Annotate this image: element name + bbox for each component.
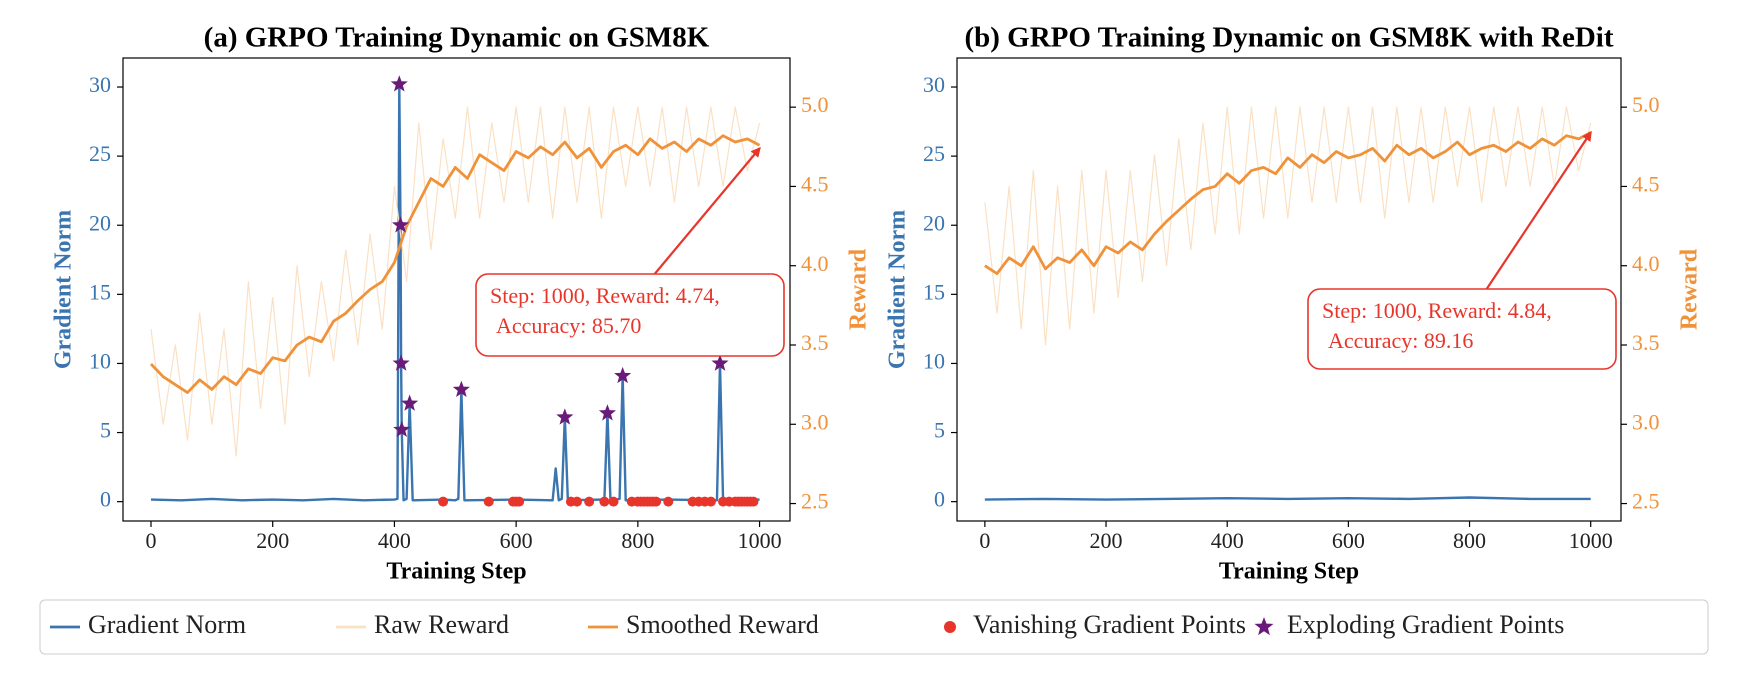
y-tick-label: 25 <box>89 141 111 166</box>
y-tick-label: 10 <box>89 348 111 373</box>
vanishing-point <box>599 496 610 507</box>
y2-tick-label: 3.5 <box>801 330 829 355</box>
y-tick-label: 20 <box>89 210 111 235</box>
plot-area <box>984 106 1592 501</box>
x-tick-label: 1000 <box>1569 528 1613 553</box>
exploding-point <box>393 420 411 438</box>
exploding-point <box>392 354 410 371</box>
x-tick-label: 200 <box>1090 528 1123 553</box>
y-tick-label: 15 <box>89 279 111 304</box>
vanishing-point <box>705 496 716 507</box>
plot-area <box>149 83 761 502</box>
exploding-point <box>390 75 408 92</box>
vanishing-point <box>514 496 525 507</box>
exploding-point <box>401 394 419 411</box>
y2-tick-label: 2.5 <box>801 489 829 514</box>
series-line <box>150 106 761 457</box>
vanishing-point <box>584 496 595 507</box>
x-axis-label: Training Step <box>1219 559 1359 585</box>
exploding-point <box>614 366 632 384</box>
legend-label: Smoothed Reward <box>626 610 819 639</box>
vanishing-point <box>571 496 582 507</box>
legend-label: Raw Reward <box>374 610 509 639</box>
plot-frame <box>122 57 791 522</box>
x-tick-label: 400 <box>1211 528 1244 553</box>
y-tick-label: 0 <box>100 487 111 512</box>
y2-tick-label: 5.0 <box>801 92 829 117</box>
y-tick-label: 15 <box>923 279 945 304</box>
annotation-text: Step: 1000, Reward: 4.84, <box>1322 298 1552 323</box>
x-tick-label: 1000 <box>738 528 782 553</box>
y2-tick-label: 4.0 <box>801 251 829 276</box>
series-line <box>150 83 760 502</box>
y-axis-label: Gradient Norm <box>885 210 911 369</box>
y2-tick-label: 5.0 <box>1632 92 1660 117</box>
exploding-point <box>556 408 574 425</box>
annotation-arrow <box>1485 130 1592 290</box>
y2-tick-label: 4.5 <box>1632 171 1660 196</box>
legend-label: Gradient Norm <box>88 610 246 639</box>
legend-marker <box>944 621 956 633</box>
exploding-point <box>711 354 729 371</box>
y-tick-label: 20 <box>923 210 945 235</box>
annotation-text: Step: 1000, Reward: 4.74, <box>490 283 720 308</box>
y-tick-label: 30 <box>89 72 111 97</box>
y2-tick-label: 4.5 <box>801 171 829 196</box>
x-axis-label: Training Step <box>386 559 526 585</box>
series-line <box>984 131 1592 276</box>
annotation-box <box>1307 288 1617 370</box>
vanishing-point <box>748 496 759 507</box>
y2-axis-label: Reward <box>1677 248 1703 330</box>
y-tick-label: 10 <box>923 348 945 373</box>
vanishing-point <box>483 496 494 507</box>
vanishing-point <box>438 496 449 507</box>
y-tick-label: 25 <box>923 141 945 166</box>
legend-label: Vanishing Gradient Points <box>973 610 1246 639</box>
y-tick-label: 5 <box>934 418 945 443</box>
x-tick-label: 200 <box>256 528 289 553</box>
chart-title: (a) GRPO Training Dynamic on GSM8K <box>204 22 710 54</box>
x-tick-label: 0 <box>145 528 156 553</box>
annotation-text: Accuracy: 89.16 <box>1328 328 1473 353</box>
legend-label: Exploding Gradient Points <box>1287 610 1564 639</box>
plot-frame <box>956 57 1622 522</box>
annotation-box <box>475 273 785 357</box>
y2-tick-label: 4.0 <box>1632 251 1660 276</box>
x-tick-label: 600 <box>500 528 533 553</box>
exploding-point <box>452 380 470 397</box>
y-tick-label: 30 <box>923 72 945 97</box>
y-tick-label: 5 <box>100 418 111 443</box>
vanishing-point <box>663 496 674 507</box>
y-axis-label: Gradient Norm <box>51 210 77 369</box>
y2-tick-label: 2.5 <box>1632 489 1660 514</box>
y2-axis-label: Reward <box>846 248 872 330</box>
chart-title: (b) GRPO Training Dynamic on GSM8K with … <box>964 22 1613 54</box>
x-tick-label: 400 <box>378 528 411 553</box>
exploding-point <box>391 216 410 233</box>
annotation-text: Accuracy: 85.70 <box>496 313 641 338</box>
legend-box <box>39 599 1709 655</box>
x-tick-label: 600 <box>1332 528 1365 553</box>
exploding-point <box>598 404 616 421</box>
series-line <box>984 106 1592 346</box>
x-tick-label: 800 <box>1453 528 1486 553</box>
y2-tick-label: 3.0 <box>801 409 829 434</box>
y2-tick-label: 3.0 <box>1632 409 1660 434</box>
y-tick-label: 0 <box>934 487 945 512</box>
legend-marker <box>1254 617 1274 636</box>
y2-tick-label: 3.5 <box>1632 330 1660 355</box>
x-tick-label: 800 <box>621 528 654 553</box>
x-tick-label: 0 <box>979 528 990 553</box>
vanishing-point <box>608 496 619 507</box>
series-line <box>149 134 761 394</box>
series-line <box>984 496 1591 501</box>
vanishing-point <box>651 496 662 507</box>
annotation-arrow <box>653 146 761 275</box>
